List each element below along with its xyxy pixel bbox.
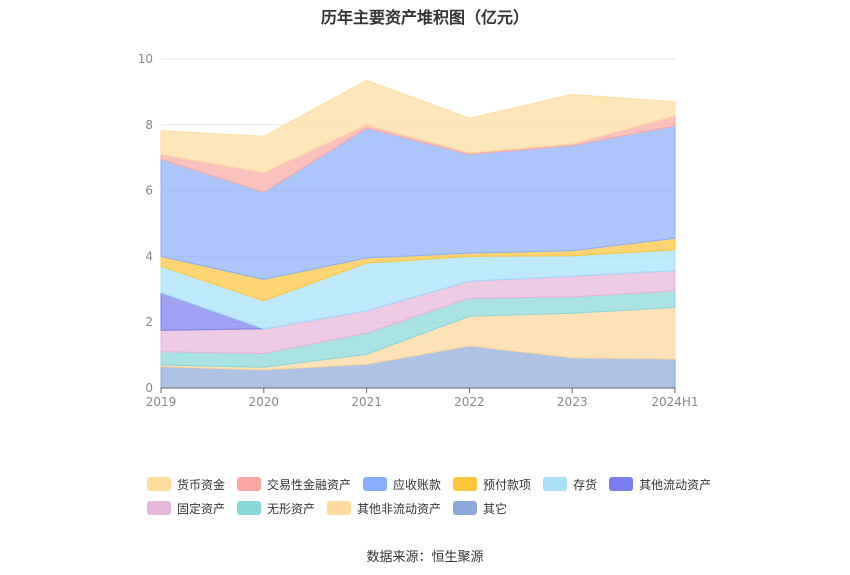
legend-item[interactable]: 预付款项 (453, 476, 531, 493)
legend-item[interactable]: 其他流动资产 (609, 476, 711, 493)
legend-swatch (363, 477, 388, 491)
legend-swatch (147, 501, 171, 515)
area-series (160, 79, 676, 174)
legend-item[interactable]: 交易性金融资产 (237, 476, 351, 493)
y-tick-label: 4 (145, 249, 153, 263)
y-tick-label: 2 (145, 315, 153, 329)
legend-label: 其它 (483, 501, 508, 516)
legend-item[interactable]: 其它 (453, 500, 507, 517)
legend-label: 固定资产 (177, 501, 226, 516)
legend-label: 其他流动资产 (639, 477, 712, 492)
legend-item[interactable]: 无形资产 (237, 500, 315, 517)
x-tick-label: 2019 (146, 395, 177, 409)
legend-swatch (453, 501, 478, 515)
legend-item[interactable]: 存货 (543, 476, 597, 493)
legend-swatch (237, 477, 262, 491)
legend-swatch (453, 477, 478, 491)
x-tick-label: 2023 (557, 395, 588, 409)
legend-item[interactable]: 固定资产 (147, 500, 225, 517)
legend-swatch (147, 477, 171, 491)
y-tick-label: 8 (145, 118, 153, 132)
legend-swatch (237, 501, 262, 515)
legend-label: 预付款项 (483, 477, 532, 492)
y-tick-label: 6 (145, 184, 153, 198)
legend-label: 交易性金融资产 (267, 477, 352, 492)
legend-label: 其他非流动资产 (357, 501, 442, 516)
legend-label: 无形资产 (267, 501, 316, 516)
y-tick-label: 10 (138, 52, 153, 66)
x-tick-label: 2021 (351, 395, 382, 409)
stacked-area-chart: 0 2 4 6 8 10 2019 2020 2021 2022 2023 2024H1 (138, 52, 699, 409)
legend-row: 货币资金 交易性金融资产 应收账款 预付款项 存货 其他流动资产 (147, 472, 747, 496)
legend-item[interactable]: 货币资金 (147, 476, 225, 493)
legend-item[interactable]: 应收账款 (363, 476, 441, 493)
legend-item[interactable]: 其他非流动资产 (327, 500, 441, 517)
legend-label: 货币资金 (177, 477, 226, 492)
y-tick-label: 0 (145, 381, 153, 395)
data-source: 数据来源：恒生聚源 (366, 550, 484, 565)
chart-title: 历年主要资产堆积图（亿元） (320, 8, 529, 27)
legend-row: 固定资产 无形资产 其他非流动资产 其它 (147, 496, 747, 520)
x-tick-label: 2022 (454, 395, 485, 409)
x-tick-label: 2020 (249, 395, 280, 409)
legend-label: 应收账款 (393, 477, 442, 492)
legend-swatch (543, 477, 568, 491)
legend-swatch (327, 501, 352, 515)
legend-swatch (609, 477, 634, 491)
legend-label: 存货 (573, 477, 598, 492)
x-tick-label: 2024H1 (651, 395, 698, 409)
chart-legend: 货币资金 交易性金融资产 应收账款 预付款项 存货 其他流动资产固定资产 无形资产 其他非流动… (147, 472, 747, 520)
